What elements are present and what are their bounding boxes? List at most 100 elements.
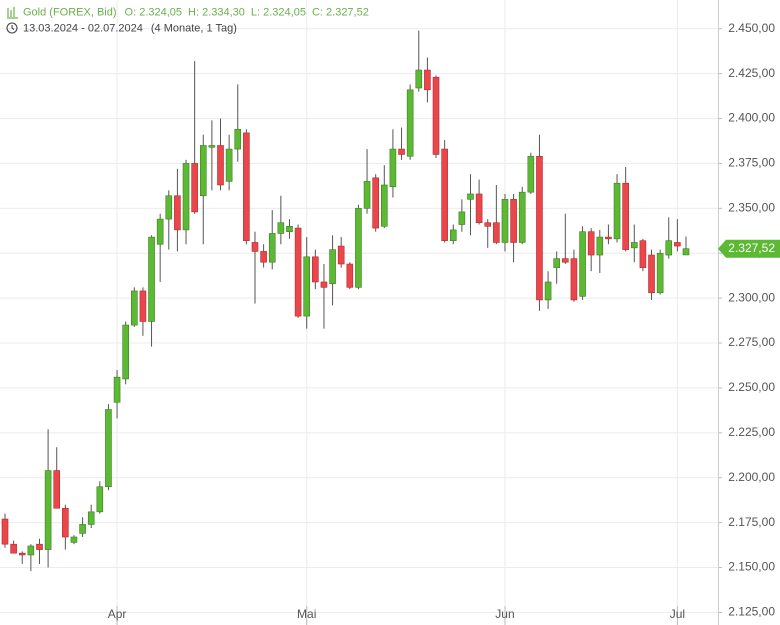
candle-body [674, 242, 681, 247]
candle-body [27, 545, 35, 556]
y-tick-label: 2.250,00 [728, 380, 775, 394]
candle-body [639, 240, 647, 268]
candle-body [182, 163, 190, 231]
candle-body [217, 145, 224, 186]
candle-body [113, 376, 121, 403]
candle-body [268, 233, 276, 263]
candle-body [243, 132, 250, 241]
candle-body [165, 195, 173, 220]
y-tick-label: 2.375,00 [728, 156, 775, 170]
candle-body [122, 324, 129, 380]
candle-body [355, 208, 362, 288]
candle-body [363, 181, 371, 209]
candle-body [389, 148, 397, 188]
candle-body [87, 511, 95, 525]
candle-body [18, 552, 26, 556]
candle-body [139, 290, 147, 322]
candle-body [10, 543, 17, 554]
candle-body [424, 69, 431, 91]
candle-body [148, 236, 155, 322]
ohlc-label: C: 2.327,52 [312, 6, 369, 18]
candle-body [527, 155, 535, 193]
y-tick-label: 2.400,00 [728, 111, 775, 125]
candle-body [105, 409, 112, 488]
clock-icon [6, 22, 18, 34]
candle-body [62, 507, 69, 538]
candle-body [665, 240, 673, 256]
candle-body [1, 518, 9, 545]
ohlc-labels: O: 2.324,05 H: 2.334,30 L: 2.324,05 C: 2.32… [125, 6, 369, 18]
candle-body [303, 256, 311, 317]
candle-body [605, 236, 612, 240]
x-tick-label: Mai [297, 607, 316, 621]
candle-body [613, 182, 621, 240]
candle-body [44, 470, 52, 550]
candle-body [562, 258, 569, 263]
candle-body [260, 251, 267, 263]
candle-body [484, 222, 492, 227]
candle-body [682, 248, 690, 256]
candle-body [570, 258, 578, 301]
candle-body [225, 148, 233, 182]
candle-body [536, 155, 543, 301]
candle-body [208, 145, 216, 148]
x-tick-label: Jul [670, 607, 685, 621]
candle-body [329, 249, 336, 285]
candle-body [251, 242, 259, 252]
x-tick-label: Apr [108, 607, 127, 621]
candle-body [553, 258, 560, 268]
candle-body [398, 148, 405, 155]
y-tick-label: 2.225,00 [728, 425, 775, 439]
candle-body [294, 227, 302, 317]
candle-body [587, 231, 595, 256]
y-tick-label: 2.450,00 [728, 21, 775, 35]
y-tick-label: 2.150,00 [728, 560, 775, 574]
candle-body [312, 256, 319, 283]
y-tick-label: 2.275,00 [728, 335, 775, 349]
candle-body [648, 254, 655, 294]
y-tick-label: 2.125,00 [728, 605, 775, 619]
candle-body [79, 524, 86, 534]
candle-body [320, 281, 328, 288]
candle-body [337, 245, 345, 265]
candles [1, 30, 690, 572]
candle-body [579, 231, 586, 297]
candle-body [199, 145, 207, 197]
chart-icon [7, 7, 18, 19]
candle-body [656, 252, 664, 294]
ohlc-label: O: 2.324,05 [125, 6, 183, 18]
candle-body [441, 148, 448, 241]
candle-body [156, 218, 164, 245]
y-tick-label: 2.175,00 [728, 515, 775, 529]
candle-body [234, 129, 242, 150]
candle-body [518, 191, 526, 243]
candle-body [630, 242, 638, 249]
candle-body [277, 222, 285, 234]
candle-body [467, 193, 474, 200]
candle-body [380, 184, 388, 227]
candle-body [449, 229, 457, 241]
candle-body [475, 193, 483, 224]
candle-body [544, 281, 552, 301]
candle-body [131, 290, 138, 326]
candle-body [406, 89, 414, 157]
duration: (4 Monate, 1 Tag) [151, 22, 237, 34]
candle-body [510, 199, 517, 243]
candle-body [286, 225, 293, 232]
candle-body [372, 177, 379, 229]
header: Gold (FOREX, Bid) O: 2.324,05 H: 2.334,30… [6, 6, 369, 34]
candle-body [415, 69, 423, 89]
y-tick-label: 2.200,00 [728, 470, 775, 484]
chart-title: Gold (FOREX, Bid) [23, 6, 117, 18]
last-price-tag [718, 239, 780, 258]
candle-body [432, 76, 440, 155]
candle-body [174, 195, 181, 231]
last-price-label: 2.327,52 [728, 241, 775, 255]
candle-body [596, 236, 604, 256]
candle-body [493, 222, 500, 243]
period: 13.03.2024 - 02.07.2024 [23, 22, 143, 34]
candle-body [53, 470, 61, 509]
candle-body [622, 182, 629, 250]
